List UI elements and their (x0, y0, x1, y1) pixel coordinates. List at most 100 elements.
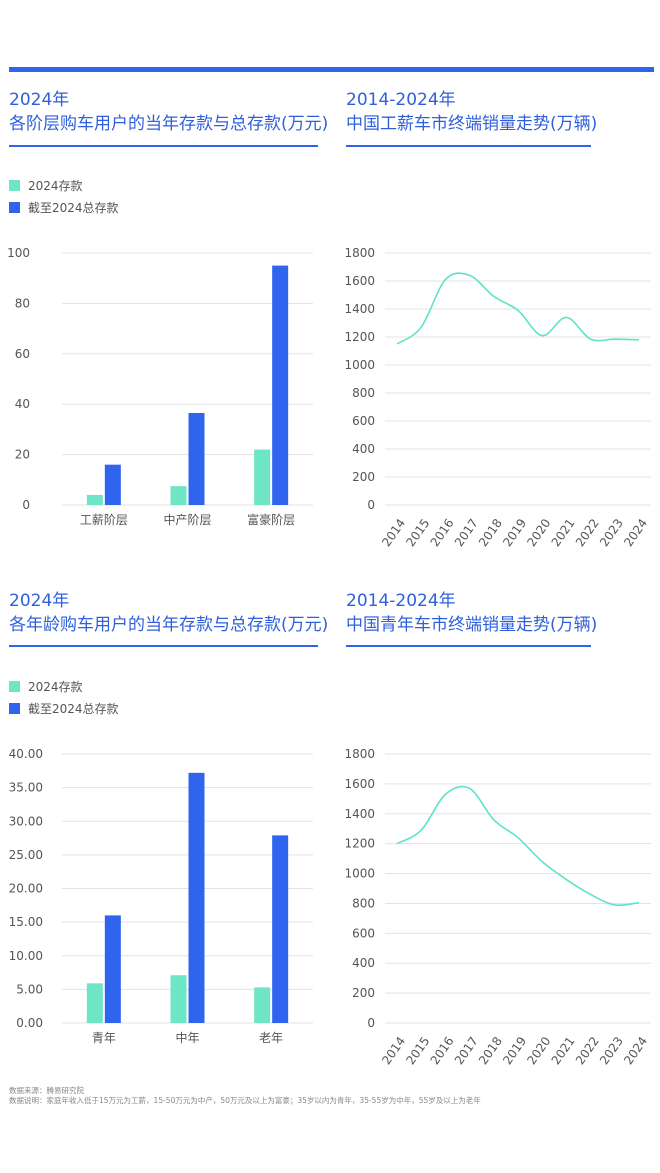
x-tick-label: 2014 (379, 1034, 408, 1067)
chart-2: 0200400600800100012001400160018002014201… (344, 246, 651, 549)
legend-item-total-deposit: 截至2024总存款 (9, 697, 119, 719)
y-tick-label: 1400 (344, 807, 375, 821)
chart2-title: 2014-2024年 中国工薪车市终端销量走势(万辆) (346, 88, 597, 136)
chart2-title-underline (346, 145, 591, 147)
y-tick-label: 0 (22, 498, 30, 512)
x-tick-label: 2023 (597, 516, 626, 549)
y-tick-label: 200 (352, 470, 375, 484)
chart-1: 0 20 40 60 80 100 工薪阶层 中产阶层 富豪阶层 (7, 246, 313, 527)
x-tick-label: 2021 (549, 516, 578, 549)
x-category-label: 青年 (92, 1031, 116, 1045)
bar-total-deposit (272, 265, 289, 505)
y-tick-label: 800 (352, 896, 375, 910)
x-tick-label: 2016 (428, 516, 457, 549)
legend-item-total-deposit: 截至2024总存款 (9, 196, 119, 218)
x-tick-label: 2024 (621, 1034, 650, 1067)
bar-deposit-2024 (170, 486, 187, 505)
y-tick-label: 20 (15, 448, 30, 462)
y-tick-label: 1200 (344, 330, 375, 344)
y-tick-label: 40.00 (9, 747, 43, 761)
y-tick-label: 1600 (344, 777, 375, 791)
y-tick-label: 1400 (344, 302, 375, 316)
legend-item-2024-deposit: 2024存款 (9, 174, 119, 196)
y-tick-label: 400 (352, 956, 375, 970)
legend-swatch-green (9, 680, 20, 692)
y-tick-label: 1000 (344, 867, 375, 881)
chart1-title-year: 2024年 (9, 90, 70, 110)
x-tick-label: 2020 (524, 516, 553, 549)
legend-label: 截至2024总存款 (28, 701, 119, 716)
x-tick-label: 2019 (500, 516, 529, 549)
top-accent-bar (9, 67, 654, 72)
bar-deposit-2024 (86, 983, 103, 1023)
chart2-title-year: 2014-2024年 (346, 90, 456, 110)
y-tick-label: 0.00 (16, 1016, 43, 1030)
x-category-label: 中产阶层 (163, 512, 211, 527)
y-tick-label: 80 (15, 296, 30, 310)
chart1-legend: 2024存款 截至2024总存款 (9, 174, 119, 218)
chart-4: 0200400600800100012001400160018002014201… (344, 747, 651, 1067)
y-tick-label: 20.00 (9, 882, 43, 896)
y-tick-label: 1800 (344, 246, 375, 260)
bar-deposit-2024 (86, 494, 103, 505)
chart4-title-underline (346, 645, 591, 647)
y-tick-label: 800 (352, 386, 375, 400)
x-tick-label: 2015 (403, 1034, 432, 1067)
bar-total-deposit (272, 835, 289, 1023)
chart1-title-underline (9, 145, 318, 147)
y-tick-label: 0 (367, 1016, 375, 1030)
x-tick-label: 2017 (452, 516, 481, 549)
y-tick-label: 15.00 (9, 915, 43, 929)
chart-3: 0.00 5.00 10.00 15.00 20.00 25.00 30.00 35.00 40… (9, 747, 313, 1045)
bar-total-deposit (104, 915, 121, 1023)
y-tick-label: 1000 (344, 358, 375, 372)
y-tick-label: 600 (352, 926, 375, 940)
y-tick-label: 30.00 (9, 814, 43, 828)
legend-label: 2024存款 (28, 679, 83, 694)
legend-swatch-blue (9, 201, 20, 213)
footer: 数据来源：腾易研究院 数据说明：家庭年收入低于15万元为工薪，15-50万元为中… (9, 1086, 481, 1106)
legend-item-2024-deposit: 2024存款 (9, 675, 119, 697)
x-tick-label: 2020 (524, 1034, 553, 1067)
x-tick-label: 2016 (428, 1034, 457, 1067)
legend-swatch-blue (9, 702, 20, 714)
y-tick-label: 25.00 (9, 848, 43, 862)
bar-deposit-2024 (254, 987, 271, 1023)
x-category-label: 工薪阶层 (80, 513, 128, 527)
legend-label: 2024存款 (28, 178, 83, 193)
y-tick-label: 40 (15, 397, 30, 411)
x-category-label: 富豪阶层 (247, 512, 295, 527)
bar-total-deposit (188, 772, 205, 1023)
bar-deposit-2024 (170, 975, 187, 1023)
x-tick-label: 2018 (476, 516, 505, 549)
bar-total-deposit (188, 413, 205, 505)
legend-label: 截至2024总存款 (28, 200, 119, 215)
chart3-title: 2024年 各年龄购车用户的当年存款与总存款(万元) (9, 589, 328, 637)
y-tick-label: 1800 (344, 747, 375, 761)
y-tick-label: 200 (352, 986, 375, 1000)
y-tick-label: 1600 (344, 274, 375, 288)
chart4-title-year: 2014-2024年 (346, 591, 456, 611)
chart3-title-text: 各年龄购车用户的当年存款与总存款(万元) (9, 615, 329, 635)
x-tick-label: 2018 (476, 1034, 505, 1067)
x-tick-label: 2017 (452, 1034, 481, 1067)
footer-source: 数据来源：腾易研究院 (9, 1086, 84, 1095)
x-tick-label: 2023 (597, 1034, 626, 1067)
chart4-title: 2014-2024年 中国青年车市终端销量走势(万辆) (346, 589, 597, 637)
y-tick-label: 100 (7, 246, 30, 260)
x-tick-label: 2015 (403, 516, 432, 549)
bar-deposit-2024 (254, 449, 271, 505)
chart1-title: 2024年 各阶层购车用户的当年存款与总存款(万元) (9, 88, 328, 136)
y-tick-label: 0 (367, 498, 375, 512)
x-tick-label: 2024 (621, 516, 650, 549)
chart1-title-text: 各阶层购车用户的当年存款与总存款(万元) (9, 114, 329, 134)
y-tick-label: 10.00 (9, 949, 43, 963)
x-category-label: 中年 (175, 1030, 199, 1045)
bar-total-deposit (104, 464, 121, 505)
series-line (396, 785, 640, 907)
x-tick-label: 2022 (573, 516, 602, 549)
footer-note: 数据说明：家庭年收入低于15万元为工薪，15-50万元为中产，50万元及以上为富… (9, 1096, 481, 1105)
y-tick-label: 1200 (344, 837, 375, 851)
y-tick-label: 400 (352, 442, 375, 456)
